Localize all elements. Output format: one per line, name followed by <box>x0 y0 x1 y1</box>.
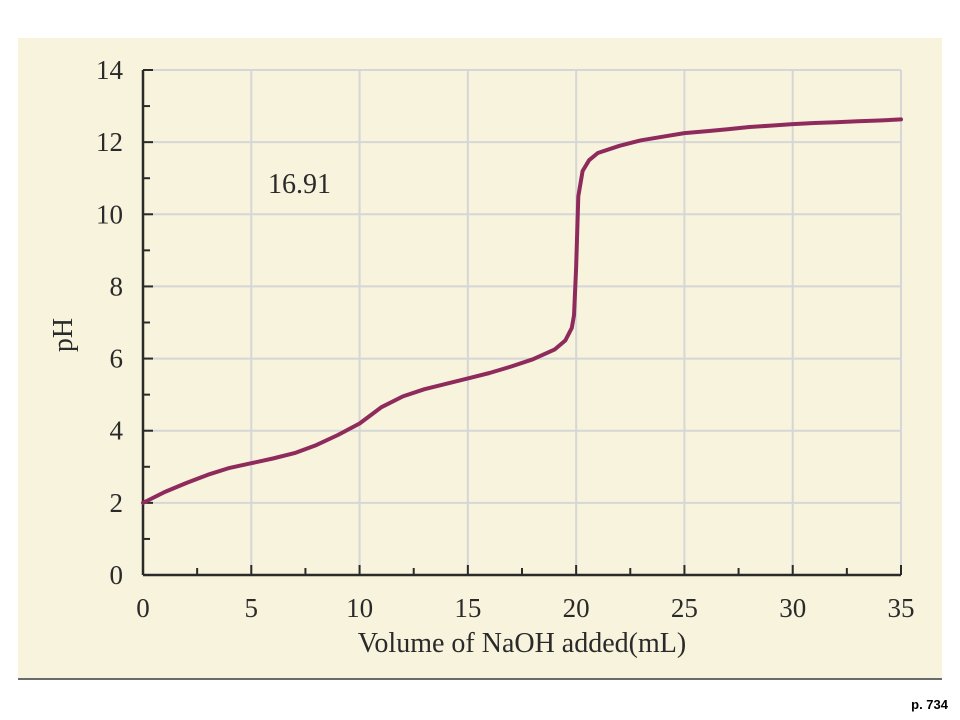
x-tick-label-15: 15 <box>454 593 481 623</box>
page-reference: p. 734 <box>911 697 948 712</box>
x-tick-label-30: 30 <box>779 593 806 623</box>
bottom-rule <box>18 678 942 680</box>
y-tick-label-0: 0 <box>110 560 124 590</box>
x-tick-label-5: 5 <box>245 593 259 623</box>
x-tick-label-35: 35 <box>888 593 915 623</box>
x-tick-label-25: 25 <box>671 593 698 623</box>
axes <box>141 69 902 577</box>
y-tick-label-8: 8 <box>110 271 124 301</box>
y-tick-label-2: 2 <box>110 488 124 518</box>
y-axis-title: pH <box>48 318 79 352</box>
x-tick-label-20: 20 <box>563 593 590 623</box>
y-tick-label-6: 6 <box>110 344 124 374</box>
chart-annotation: 16.91 <box>268 169 331 200</box>
grid <box>143 69 902 575</box>
x-axis-title: Volume of NaOH added(mL) <box>358 628 686 659</box>
y-tick-label-12: 12 <box>96 127 123 157</box>
tick-labels: 0 2 4 6 8 10 12 14 0 5 10 15 20 25 30 35 <box>96 55 915 623</box>
x-tick-label-10: 10 <box>346 593 373 623</box>
ph-curve <box>141 117 903 505</box>
x-tick-label-0: 0 <box>136 593 150 623</box>
y-tick-label-4: 4 <box>110 416 124 446</box>
y-tick-label-10: 10 <box>96 199 123 229</box>
y-tick-label-14: 14 <box>96 55 124 85</box>
